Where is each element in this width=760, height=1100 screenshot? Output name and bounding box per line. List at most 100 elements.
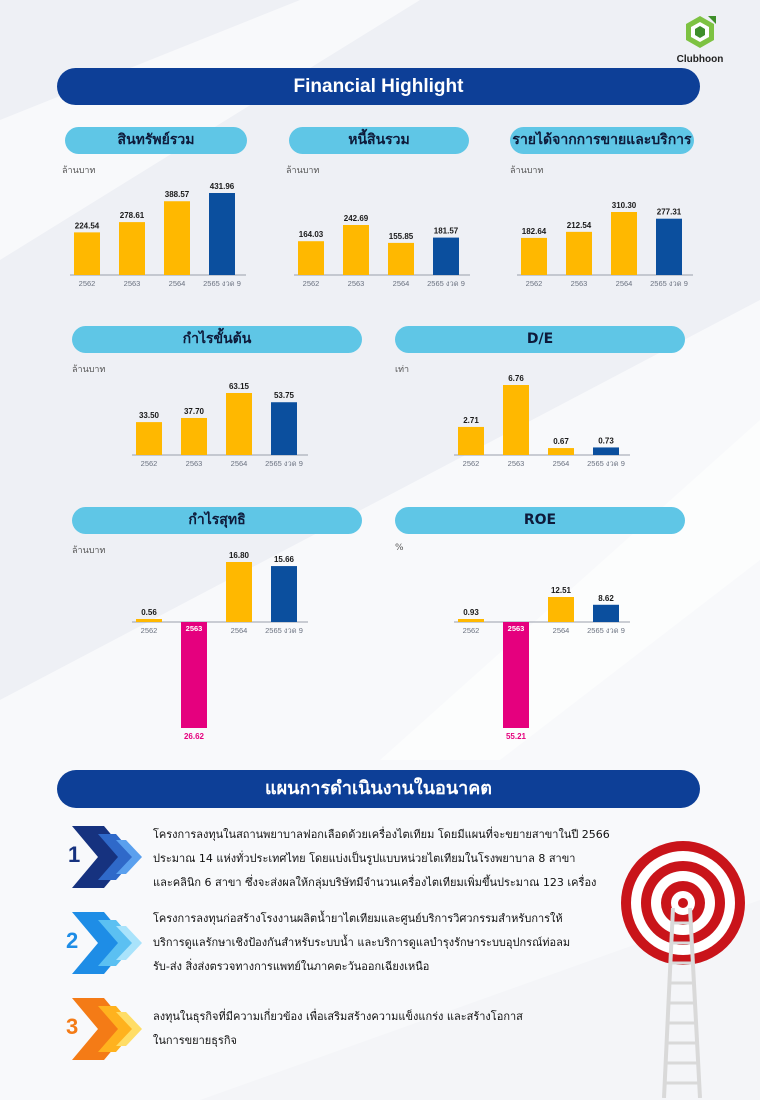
- data-label: 26.62: [184, 732, 205, 741]
- plan-3-text: ลงทุนในธุรกิจที่มีความเกี่ยวข้อง เพื่อเส…: [153, 1005, 593, 1053]
- bar: [164, 201, 190, 275]
- bar: [593, 604, 619, 622]
- x-tick-label: 2564: [616, 279, 633, 288]
- x-tick-label: 2564: [169, 279, 186, 288]
- bar: [181, 622, 207, 728]
- data-label: 0.93: [463, 608, 479, 617]
- unit-label: เท่า: [395, 365, 410, 375]
- x-tick-label: 2563: [186, 459, 203, 468]
- bar: [271, 566, 297, 622]
- chart-title-text: ROE: [523, 512, 557, 528]
- plan-2-chevron-icon: [72, 912, 142, 974]
- data-label: 63.15: [229, 382, 250, 391]
- x-tick-label: 2562: [141, 459, 158, 468]
- unit-label: %: [395, 543, 404, 553]
- data-label: 388.57: [165, 190, 190, 199]
- unit-label: ล้านบาท: [72, 365, 106, 375]
- chart-title-total-assets: สินทรัพย์รวม: [65, 127, 247, 154]
- plan-2-line: โครงการลงทุนก่อสร้างโรงงานผลิตน้ำยาไตเที…: [153, 912, 563, 925]
- chart-title-revenue: รายได้จากการขายและบริการ: [510, 127, 694, 154]
- ladder-icon: [662, 907, 702, 1098]
- chart-total-assets: 224.54 2562 278.61 2563 388.57 2564 431.96 2565…: [70, 182, 246, 288]
- plan-2-line: บริการดูแลรักษาเชิงป้องกันสำหรับระบบน้ำ …: [153, 936, 571, 949]
- bar: [209, 193, 235, 275]
- plan-1-line: ประมาณ 14 แห่งทั่วประเทศไทย โดยแบ่งเป็นร…: [153, 852, 576, 865]
- chart-title-total-liabilities: หนี้สินรวม: [289, 127, 469, 154]
- x-tick-label: 2562: [141, 626, 158, 635]
- x-tick-label: 2565 งวด 9: [265, 626, 303, 635]
- page-title: Financial Highlight: [57, 68, 700, 105]
- target-ladder-illustration: [621, 841, 745, 1098]
- chart-title-text: รายได้จากการขายและบริการ: [512, 132, 692, 148]
- x-tick-label: 2563: [508, 624, 525, 633]
- x-tick-label: 2563: [508, 459, 525, 468]
- data-label: 224.54: [75, 221, 100, 230]
- x-tick-label: 2563: [186, 624, 203, 633]
- bar: [566, 231, 592, 275]
- chart-title-de: D/E: [395, 326, 685, 353]
- bar: [521, 237, 547, 275]
- x-tick-label: 2565 งวด 9: [203, 279, 241, 288]
- bar: [458, 619, 484, 622]
- data-label: 33.50: [139, 411, 160, 420]
- x-tick-label: 2563: [571, 279, 588, 288]
- unit-label: ล้านบาท: [62, 166, 96, 176]
- bar: [181, 417, 207, 455]
- plan-3-chevron-icon: [72, 998, 142, 1060]
- bar: [388, 242, 414, 275]
- plan-1-line: โครงการลงทุนในสถานพยาบาลฟอกเลือดด้วยเครื…: [153, 828, 610, 841]
- bar: [656, 218, 682, 275]
- x-tick-label: 2565 งวด 9: [265, 459, 303, 468]
- data-label: 277.31: [657, 208, 682, 217]
- bar: [548, 597, 574, 622]
- x-tick-label: 2562: [463, 626, 480, 635]
- logo-text: Clubhoon: [676, 54, 724, 65]
- x-tick-label: 2562: [303, 279, 320, 288]
- unit-label: ล้านบาท: [286, 166, 320, 176]
- page-title-text: Financial Highlight: [293, 76, 464, 97]
- target-icon: [621, 841, 745, 965]
- x-tick-label: 2563: [348, 279, 365, 288]
- data-label: 0.73: [598, 436, 614, 445]
- chart-roe: 0.93 2562 55.21 2563 12.51 2564 8.62 2565 งวด 9: [454, 586, 630, 741]
- x-tick-label: 2564: [231, 459, 248, 468]
- plan-1-number: 1: [68, 842, 81, 867]
- plan-1-chevron-icon: [72, 826, 142, 888]
- chart-title-net-profit: กำไรสุทธิ: [72, 507, 362, 534]
- data-label: 37.70: [184, 407, 205, 416]
- plan-3-line: ลงทุนในธุรกิจที่มีความเกี่ยวข้อง เพื่อเส…: [153, 1010, 523, 1023]
- unit-label: ล้านบาท: [510, 166, 544, 176]
- clubhoon-logo: Clubhoon: [670, 14, 730, 65]
- data-label: 182.64: [522, 227, 547, 236]
- bar: [458, 426, 484, 455]
- chart-title-text: หนี้สินรวม: [348, 132, 410, 148]
- chart-title-text: กำไรขั้นต้น: [182, 331, 252, 347]
- x-tick-label: 2565 งวด 9: [587, 459, 625, 468]
- chart-gross-profit: 33.50 2562 37.70 2563 63.15 2564 53.75 2565 งวด…: [132, 382, 308, 468]
- x-tick-label: 2562: [463, 459, 480, 468]
- plan-1-line: และคลินิก 6 สาขา ซึ่งจะส่งผลให้กลุ่มบริษ…: [153, 876, 597, 889]
- x-tick-label: 2563: [124, 279, 141, 288]
- chart-title-text: กำไรสุทธิ: [188, 512, 246, 528]
- data-label: 6.76: [508, 374, 524, 383]
- x-tick-label: 2564: [231, 626, 248, 635]
- plan-3-number: 3: [66, 1014, 79, 1039]
- bar: [271, 402, 297, 455]
- bar: [343, 225, 369, 275]
- data-label: 15.66: [274, 555, 295, 564]
- bar: [74, 232, 100, 275]
- plan-2-text: โครงการลงทุนก่อสร้างโรงงานผลิตน้ำยาไตเที…: [153, 907, 593, 979]
- x-tick-label: 2565 งวด 9: [427, 279, 465, 288]
- data-label: 2.71: [463, 416, 479, 425]
- bar: [298, 241, 324, 275]
- data-label: 16.80: [229, 551, 250, 560]
- data-label: 431.96: [210, 182, 235, 191]
- plans-title: แผนการดำเนินงานในอนาคต: [57, 770, 700, 808]
- bar: [119, 222, 145, 275]
- chart-total-liabilities: 164.03 2562 242.69 2563 155.85 2564 181.57 2565…: [294, 214, 470, 288]
- clubhoon-logo-icon: [686, 16, 716, 48]
- bar: [593, 447, 619, 455]
- data-label: 278.61: [120, 211, 145, 220]
- data-label: 212.54: [567, 221, 592, 230]
- chart-revenue: 182.64 2562 212.54 2563 310.30 2564 277.31 2565…: [517, 201, 693, 288]
